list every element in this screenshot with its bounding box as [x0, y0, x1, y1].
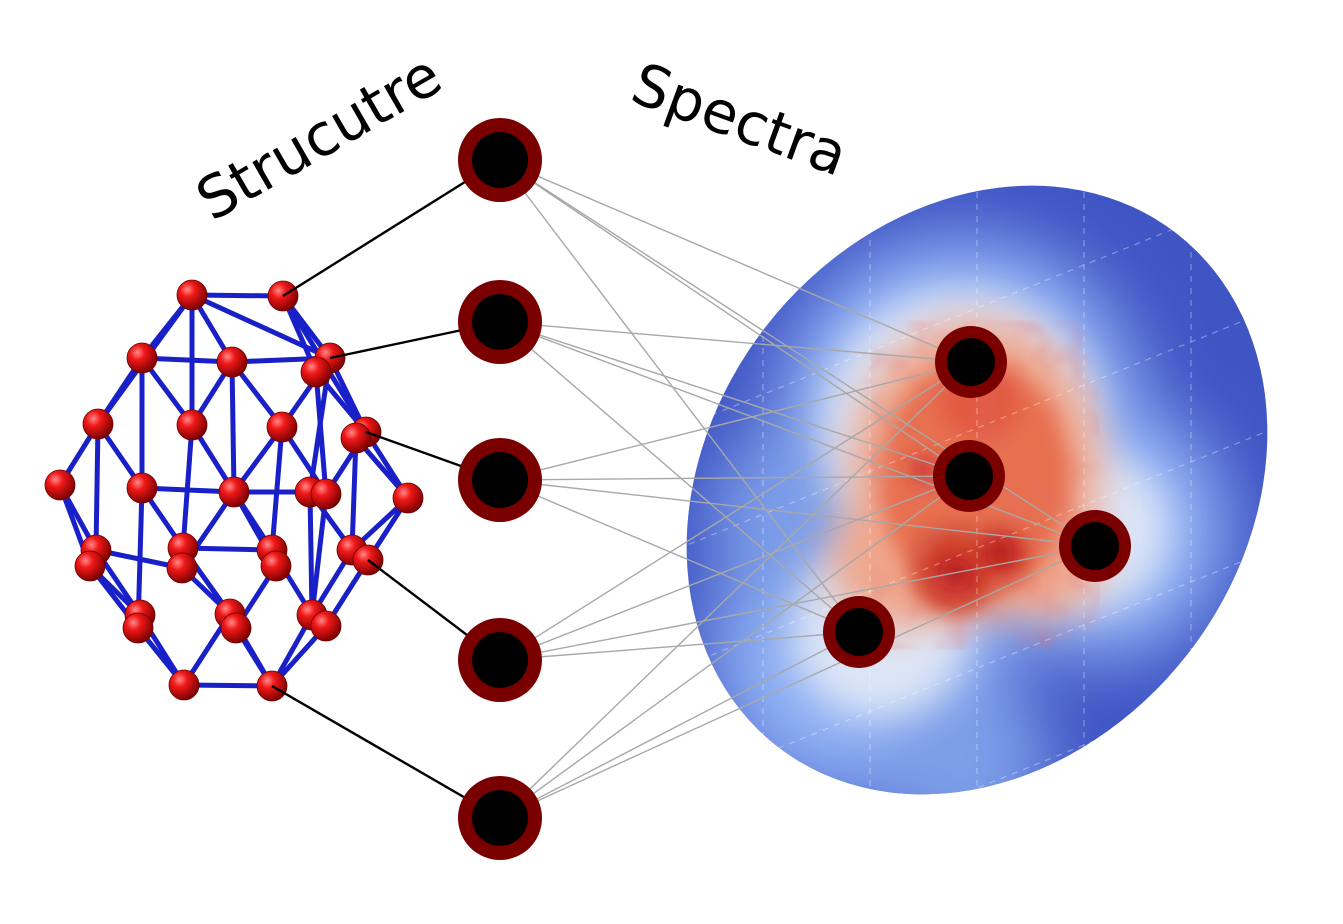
node-peak-link-1-1 [499, 321, 970, 477]
node-peak-link-2-0 [499, 361, 972, 481]
atom-22 [74, 550, 106, 582]
bond-28 [349, 435, 359, 553]
node-peak-link-0-3 [499, 159, 860, 633]
spectral-peak-node-2 [1059, 510, 1131, 582]
network-node-icon-2 [458, 438, 542, 522]
bond-65 [307, 489, 315, 618]
atom-12 [126, 472, 158, 504]
atom-13 [218, 476, 250, 508]
node-peak-link-3-0 [499, 361, 972, 661]
node-peak-link-0-1 [499, 159, 970, 477]
atom-node-link-0 [282, 158, 501, 298]
node-peak-link-1-3 [499, 321, 860, 633]
spectral-peak-nodes [823, 326, 1131, 668]
spectral-peak-node-1 [933, 440, 1005, 512]
node-peak-link-3-3 [499, 631, 860, 661]
node-peak-link-2-3 [499, 479, 860, 633]
bond-17 [313, 369, 329, 497]
spectral-peak-node-0 [935, 326, 1007, 398]
node-peak-link-4-0 [499, 361, 972, 819]
atom-6 [82, 408, 114, 440]
atom-24 [260, 550, 292, 582]
atom-3 [216, 346, 248, 378]
atom-11 [44, 469, 76, 501]
node-peak-link-2-2 [499, 479, 1096, 547]
bond-13 [229, 359, 237, 495]
atom-29 [220, 612, 252, 644]
spectral-peak-node-3 [823, 596, 895, 668]
atom-23 [166, 552, 198, 584]
node-peak-link-4-3 [499, 631, 860, 819]
node-peak-link-3-1 [499, 475, 970, 661]
spectra-label: Spectra [623, 49, 856, 189]
bond-39 [309, 491, 329, 618]
network-node-column [458, 118, 542, 860]
node-peak-link-0-0 [499, 159, 972, 363]
atom-31 [168, 669, 200, 701]
atom-5 [300, 356, 332, 388]
atom-8 [266, 411, 298, 443]
atom-15 [310, 478, 342, 510]
bond-25 [269, 424, 285, 553]
bond-20 [93, 421, 101, 553]
atom-28 [122, 612, 154, 644]
spectral-heatmap-icon [599, 120, 1321, 911]
node-peak-link-4-1 [499, 475, 970, 819]
network-node-icon-1 [458, 280, 542, 364]
atom-30 [310, 610, 342, 642]
node-peak-link-2-1 [499, 475, 970, 481]
atom-10 [340, 422, 372, 454]
bond-22 [180, 422, 195, 551]
atom-node-link-4 [271, 684, 501, 820]
atom-7 [176, 409, 208, 441]
node-peak-link-3-2 [499, 545, 1096, 661]
network-node-icon-4 [458, 776, 542, 860]
node-peak-link-4-2 [499, 545, 1096, 819]
network-node-icon-0 [458, 118, 542, 202]
molecular-cluster-icon [44, 279, 424, 702]
atom-16 [392, 482, 424, 514]
network-node-icon-3 [458, 618, 542, 702]
atom-0 [176, 279, 208, 311]
node-peak-link-1-0 [499, 321, 972, 363]
node-to-peak-links [499, 159, 1096, 819]
structure-label: Strucutre [185, 40, 453, 234]
node-peak-link-1-2 [499, 321, 1096, 547]
atom-2 [126, 342, 158, 374]
